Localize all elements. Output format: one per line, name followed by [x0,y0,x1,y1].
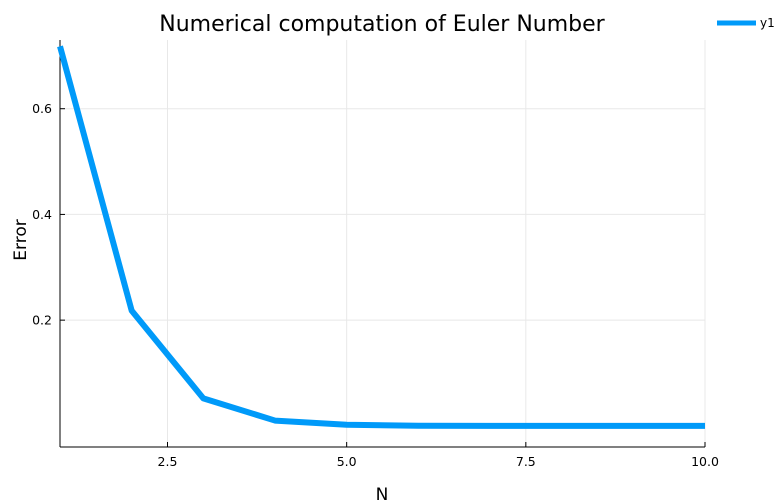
y-axis-label: Error [11,219,31,260]
x-tick-label: 7.5 [516,454,536,469]
x-axis-label: N [376,485,389,504]
y-tick-label: 0.4 [32,207,52,222]
y-tick-label: 0.2 [32,313,52,328]
x-tick-label: 5.0 [337,454,357,469]
ticks: 2.5 5.0 7.5 10.0 0.2 0.4 0.6 [32,101,719,469]
x-tick-label: 2.5 [158,454,178,469]
x-tick-label: 10.0 [691,454,719,469]
grid [60,40,706,447]
chart-title: Numerical computation of Euler Number [159,12,605,37]
y-tick-label: 0.6 [32,101,52,116]
legend-label-y1: y1 [760,16,775,30]
series-line-y1 [57,45,705,429]
series-layer [57,45,706,429]
axes [59,40,705,448]
legend: y1 [717,16,775,30]
